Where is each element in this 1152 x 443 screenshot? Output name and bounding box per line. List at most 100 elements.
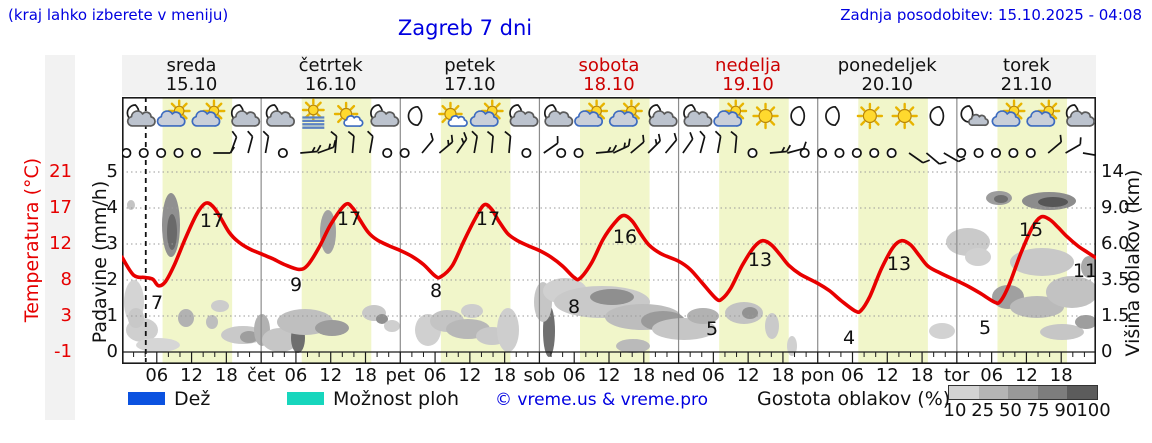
weather-icon-sun-cloud <box>991 99 1026 127</box>
density-tick: 25 <box>971 400 995 421</box>
wind-barb-icon <box>943 152 966 163</box>
cloud-blob <box>461 304 483 318</box>
cloud-blob <box>1075 315 1096 329</box>
cloud-blob <box>1010 248 1074 276</box>
wind-calm-icon <box>956 147 967 159</box>
weather-icon-moon <box>929 105 945 127</box>
x-tick-label: 18 <box>493 365 517 386</box>
density-tick: 100 <box>1076 400 1111 421</box>
temperature-point-label: 5 <box>979 317 991 339</box>
weather-icon-sun-cloud-small <box>438 101 468 127</box>
wind-barb-icon <box>317 139 337 154</box>
wind-calm-icon <box>382 147 393 159</box>
cloud-blob <box>240 331 258 343</box>
day-header-torek: torek 21.10 <box>957 56 1096 94</box>
wind-barb-icon <box>543 136 559 154</box>
day-header-petek: petek 17.10 <box>400 56 539 94</box>
x-tick-label: 18 <box>910 365 934 386</box>
wind-calm-icon <box>399 147 410 159</box>
wind-barb-icon <box>438 134 454 154</box>
day-name: ponedeljek <box>837 55 937 76</box>
chart-frame <box>122 97 1096 364</box>
forecast-chart: 7 17 9 17 8 17 8 16 5 13 4 13 5 15 11 <box>122 97 1096 364</box>
cloud-density-gradient <box>948 385 1098 400</box>
wind-barb-icon <box>229 130 238 154</box>
wind-calm-icon <box>556 147 567 159</box>
x-day-abbr: pet <box>385 365 416 386</box>
x-tick-label: 12 <box>736 365 760 386</box>
x-tick-label: 18 <box>214 365 238 386</box>
weather-icon-moon-cloud <box>648 104 678 127</box>
wind-calm-icon <box>973 147 984 159</box>
last-update-timestamp: Zadnja posodobitev: 15.10.2025 - 04:08 <box>840 6 1142 24</box>
day-header-sobota: sobota 18.10 <box>539 56 678 94</box>
x-tick-label: 18 <box>632 365 656 386</box>
weather-icon-moon-cloud <box>544 104 574 127</box>
cloud-blob <box>497 308 519 352</box>
weather-icon-sun-cloud <box>156 99 191 127</box>
copyright-link[interactable]: © vreme.us & vreme.pro <box>495 390 709 410</box>
temp-tick: 12 <box>49 233 72 254</box>
cloud-blob <box>167 214 177 250</box>
x-tick-label: 12 <box>1014 365 1038 386</box>
x-tick-label: 18 <box>354 365 377 386</box>
weather-icon-sun-cloud <box>608 99 643 127</box>
weather-icon-sun-cloud <box>713 99 748 127</box>
wind-barb-icon <box>714 130 722 154</box>
wind-barb-icon <box>908 152 930 164</box>
location-hint: (kraj lahko izberete v meniju) <box>8 6 229 24</box>
x-tick-label: 12 <box>319 365 343 386</box>
temperature-point-label: 13 <box>748 249 772 271</box>
day-name: sobota <box>578 55 640 76</box>
weather-icon-moon-cloud <box>126 104 156 127</box>
temp-tick: -1 <box>54 341 72 362</box>
density-segment <box>949 386 979 399</box>
x-day-abbr: čet <box>247 365 276 386</box>
daylight-band <box>858 97 928 364</box>
showers-legend-label: Možnost ploh <box>333 388 460 410</box>
wind-calm-icon <box>834 147 845 159</box>
weather-icon-moon <box>407 105 423 127</box>
wind-barb-icon <box>699 130 706 154</box>
wind-barb-icon <box>247 130 254 154</box>
cloud-blob <box>742 307 758 319</box>
x-tick-label: 06 <box>423 365 447 386</box>
wind-calm-icon <box>1008 147 1019 159</box>
day-header-ponedeljek: ponedeljek 20.10 <box>818 56 957 94</box>
wind-barb-icon <box>787 141 807 154</box>
wind-calm-icon <box>521 147 532 159</box>
temperature-point-label: 9 <box>290 274 302 296</box>
density-tick: 90 <box>1054 400 1078 421</box>
rain-legend-label: Dež <box>174 388 211 410</box>
x-tick-label: 18 <box>1049 365 1073 386</box>
wind-barb-icon <box>486 130 494 154</box>
cloud-blob <box>136 338 180 352</box>
weather-icon-sun-cloud <box>469 99 504 127</box>
weather-icon-moon-cloud <box>1065 104 1096 127</box>
wind-calm-icon <box>156 147 167 159</box>
legend-row: Dež Možnost ploh © vreme.us & vreme.pro … <box>0 385 1152 425</box>
temperature-point-label: 4 <box>843 327 855 349</box>
wind-barb-icon <box>456 132 468 154</box>
weather-icon-fog-sun <box>301 98 325 129</box>
wind-calm-icon <box>747 147 758 159</box>
weather-icon-sun <box>891 102 918 130</box>
weather-icon-row <box>126 98 1096 130</box>
wind-calm-icon <box>817 147 828 159</box>
wind-calm-icon <box>122 147 132 159</box>
wind-barb-icon <box>1082 150 1096 157</box>
day-header-četrtek: četrtek 16.10 <box>261 56 400 94</box>
temp-tick: 21 <box>49 161 72 182</box>
x-tick-label: 12 <box>180 365 204 386</box>
temp-tick: 3 <box>60 305 72 326</box>
wind-barb-icon <box>421 132 434 154</box>
precip-tick: 4 <box>106 197 118 218</box>
wind-barb-icon <box>1047 134 1063 154</box>
x-day-abbr: ned <box>661 365 696 386</box>
cloud-density-label: Gostota oblakov (%) <box>757 388 951 410</box>
x-day-abbr: pon <box>800 365 835 386</box>
cloud-blob <box>994 195 1008 203</box>
cloud-blob <box>128 308 144 328</box>
day-name: sreda <box>166 55 217 76</box>
x-day-abbr: tor <box>944 365 970 386</box>
